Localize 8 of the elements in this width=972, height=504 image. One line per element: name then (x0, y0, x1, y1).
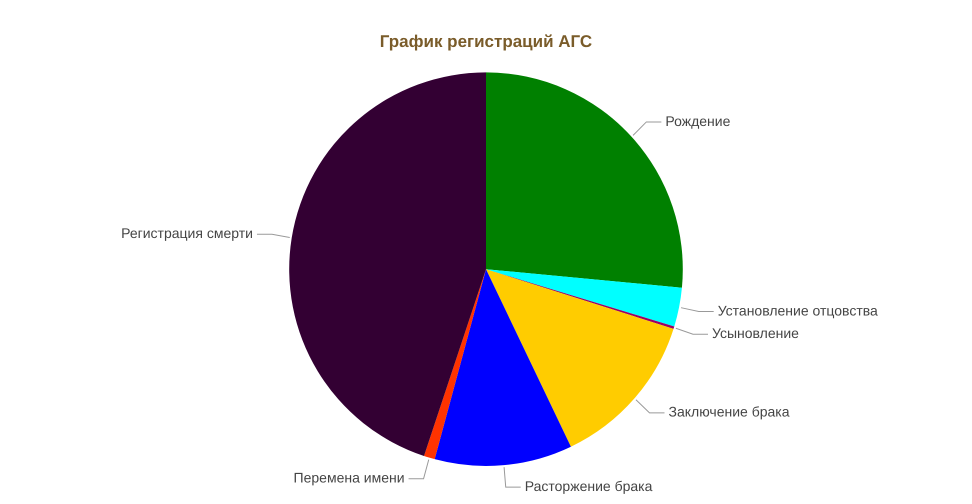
slice-label: Регистрация смерти (121, 225, 253, 242)
slice-label: Расторжение брака (524, 478, 653, 494)
slice-label: Рождение (665, 112, 731, 129)
slice-label: Установление отцовства (718, 302, 878, 318)
slice-label: Перемена имени (294, 470, 405, 486)
slice-label: Заключение брака (668, 404, 790, 420)
chart-title: График регистраций АГС (380, 32, 592, 51)
slice-label: Усыновление (712, 325, 800, 342)
